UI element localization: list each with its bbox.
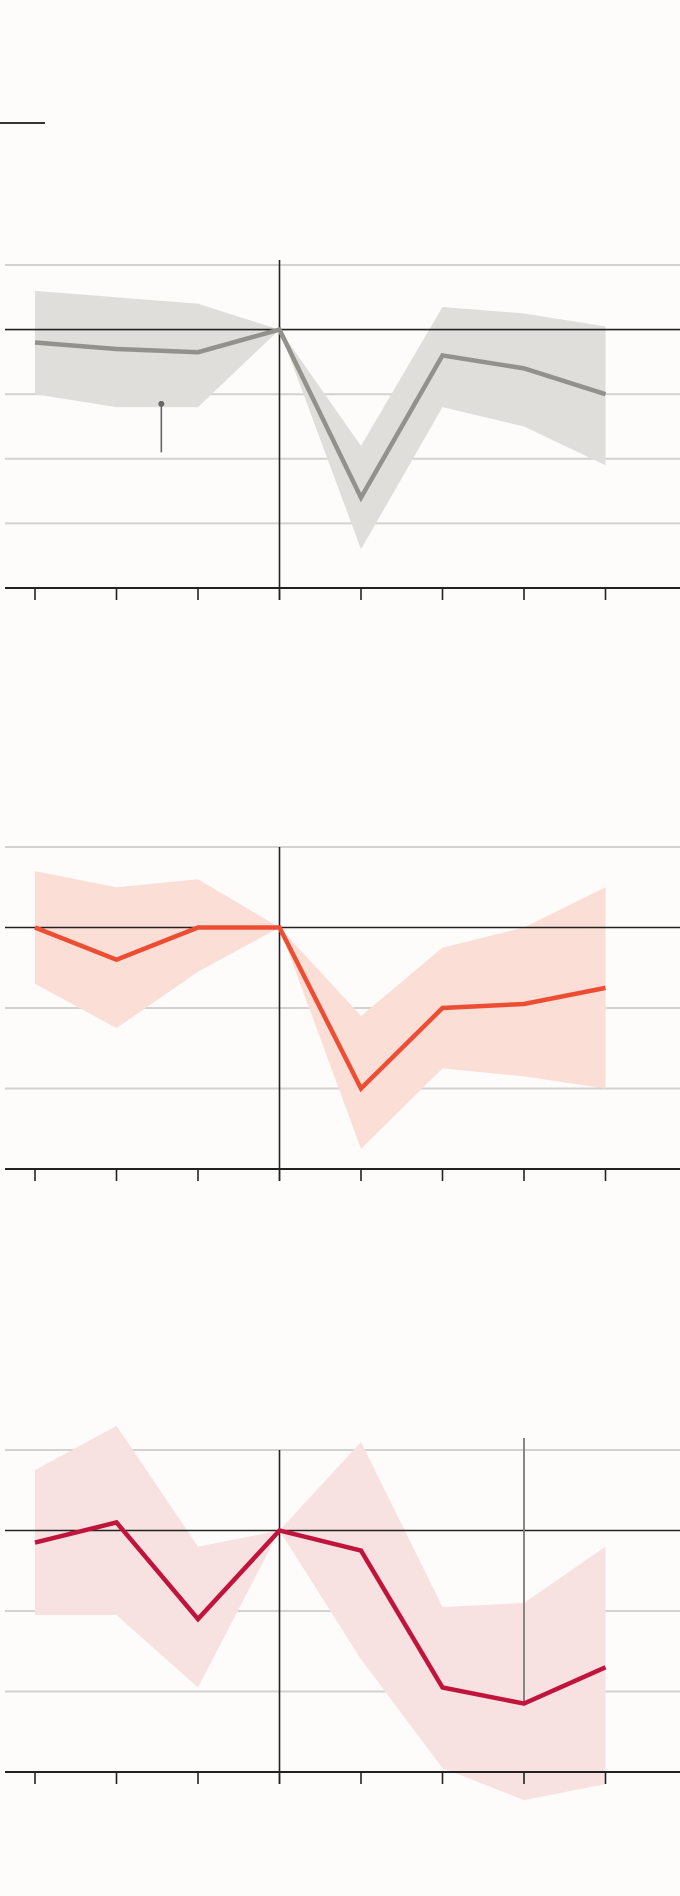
series-line-path (34, 326, 607, 503)
reference-lines (5, 260, 680, 600)
series-line-path (34, 925, 606, 1093)
series-line (34, 1519, 607, 1706)
series-line (34, 326, 607, 503)
confidence-band (35, 290, 606, 550)
chart-3 (5, 1425, 680, 1800)
x-ticks (5, 1771, 680, 1784)
x-ticks (5, 1168, 680, 1181)
confidence-band-area (35, 1425, 606, 1800)
confidence-band-area (35, 290, 606, 550)
annotation-dot (158, 400, 165, 407)
chart-2 (5, 846, 680, 1181)
chart-1 (5, 260, 680, 600)
annotation (158, 400, 165, 453)
reference-lines (5, 1450, 680, 1784)
title-rule (0, 122, 45, 124)
series-line (34, 925, 606, 1093)
reference-lines (5, 847, 680, 1181)
series-line-path (34, 1519, 607, 1706)
confidence-band (35, 1425, 606, 1800)
x-ticks (5, 587, 680, 600)
